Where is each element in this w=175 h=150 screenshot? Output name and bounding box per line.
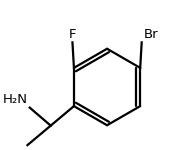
Text: F: F	[69, 28, 76, 40]
Text: H₂N: H₂N	[3, 93, 28, 106]
Text: Br: Br	[144, 28, 159, 40]
